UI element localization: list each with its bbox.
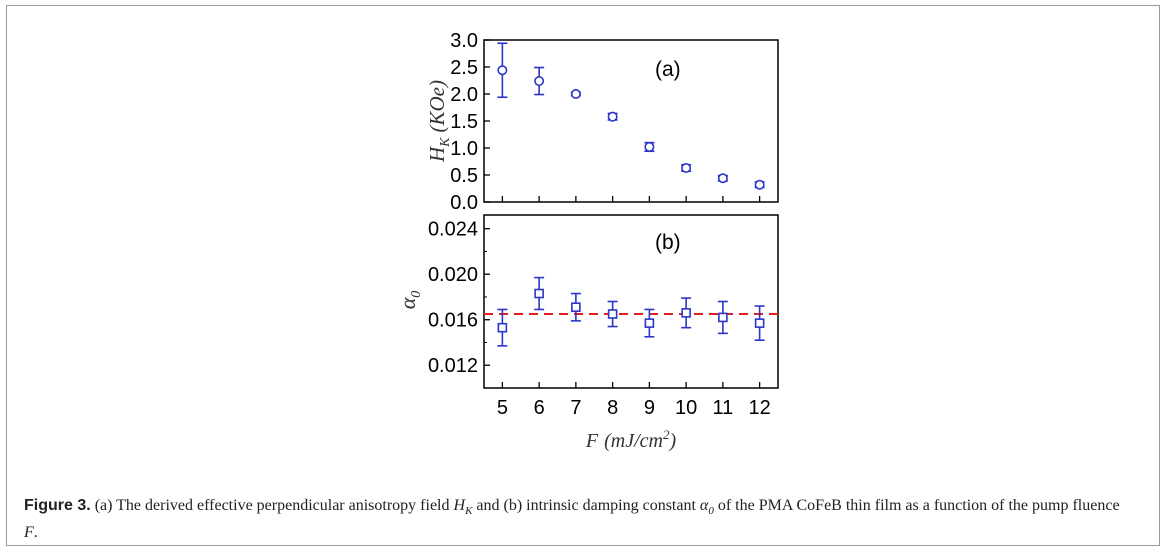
a-ytick-label: 1.0 <box>450 138 478 160</box>
a-data-point <box>570 89 581 100</box>
b-data-point <box>534 276 545 311</box>
marker-circle <box>644 141 655 152</box>
marker-circle <box>681 162 692 173</box>
figure-frame <box>6 5 1160 546</box>
figure-caption: Figure 3. (a) The derived effective perp… <box>24 495 1134 543</box>
b-ytick-label: 0.020 <box>428 264 478 286</box>
b-data-point <box>570 292 581 322</box>
a-ytick-label: 1.5 <box>450 111 478 133</box>
xtick-label: 5 <box>497 397 508 419</box>
a-data-point <box>607 111 618 122</box>
panel-a-label: (a) <box>655 58 681 81</box>
marker-square <box>571 302 581 312</box>
a-ytick-label: 2.0 <box>450 84 478 106</box>
b-ytick-label: 0.016 <box>428 310 478 332</box>
x-axis: 5 6 7 8 9 10 11 12 <box>497 382 771 419</box>
caption-text-1: (a) The derived effective perpendicular … <box>90 497 454 514</box>
marker-circle <box>534 76 545 87</box>
panel-b-label: (b) <box>655 231 681 254</box>
xtick-label: 8 <box>607 397 618 419</box>
caption-symbol-alpha: α0 <box>699 497 714 518</box>
panel-a-points <box>497 42 765 190</box>
a-ytick-label: 0.0 <box>450 192 478 214</box>
caption-text-4: . <box>33 524 38 542</box>
caption-symbol-hk: HK <box>453 497 473 518</box>
marker-square <box>718 312 728 323</box>
caption-text-2: and (b) intrinsic damping constant <box>472 497 700 514</box>
b-data-point <box>607 300 618 328</box>
caption-symbol-f: F <box>24 524 34 542</box>
a-data-point <box>534 66 545 96</box>
panel-b-y-label: α0 <box>395 291 424 310</box>
marker-circle <box>717 173 728 184</box>
a-data-point <box>681 162 692 173</box>
marker-square <box>754 318 765 328</box>
a-data-point <box>497 42 508 99</box>
caption-label: Figure 3. <box>24 497 91 514</box>
xtick-label: 10 <box>675 397 697 419</box>
b-ytick-label: 0.012 <box>428 355 478 377</box>
x-axis-label: F (mJ/cm2) <box>585 427 677 452</box>
caption-text-3: of the PMA CoFeB thin film as a function… <box>713 497 1120 514</box>
xtick-label: 6 <box>534 397 545 419</box>
panel-a-y-axis: 0.0 0.5 1.0 1.5 2.0 2.5 3.0 <box>450 30 761 214</box>
marker-square <box>497 322 508 333</box>
b-data-point <box>644 308 655 338</box>
marker-circle <box>497 65 508 76</box>
xtick-label: 7 <box>570 397 581 419</box>
marker-square <box>644 318 655 328</box>
marker-circle <box>570 89 581 100</box>
marker-circle <box>607 111 618 122</box>
b-data-point <box>681 297 692 329</box>
marker-square <box>607 309 618 319</box>
a-data-point <box>754 179 765 190</box>
panel-b-points <box>497 276 765 347</box>
xtick-label: 9 <box>644 397 655 419</box>
b-data-point <box>717 300 728 335</box>
panel-a-frame <box>483 39 779 203</box>
xtick-label: 11 <box>712 397 733 419</box>
marker-square <box>681 308 691 318</box>
b-ytick-label: 0.024 <box>428 219 478 241</box>
panel-a-y-label: HK(KOe) <box>425 80 453 163</box>
xtick-label: 12 <box>749 397 771 419</box>
a-data-point <box>644 141 655 153</box>
panel-a: 0.0 0.5 1.0 1.5 2.0 2.5 3.0 (a) HK(KOe) <box>425 30 779 214</box>
a-ytick-label: 2.5 <box>450 57 478 79</box>
a-ytick-label: 0.5 <box>450 165 478 187</box>
a-ytick-label: 3.0 <box>450 30 478 52</box>
panel-b-y-axis: 0.012 0.016 0.020 0.024 <box>428 219 490 377</box>
marker-square <box>534 288 544 299</box>
b-data-point <box>497 308 508 347</box>
a-data-point <box>717 173 728 184</box>
figure-chart: 0.00.51.01.52.02.53.0 (a) HK(KOe) 0.0120… <box>395 30 779 452</box>
marker-circle <box>754 179 765 190</box>
b-data-point <box>754 305 765 341</box>
panel-b-frame <box>483 214 779 389</box>
